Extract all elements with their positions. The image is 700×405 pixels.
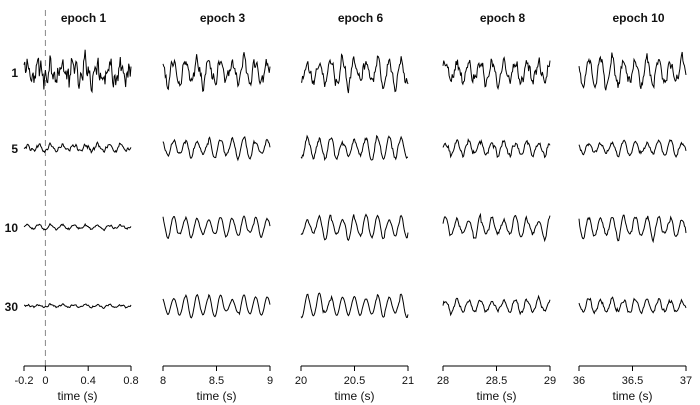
x-tick-label: 0.4 bbox=[81, 375, 96, 387]
x-axis-label-2: time (s) bbox=[197, 389, 237, 403]
trace-epoch-3-row-10 bbox=[162, 215, 271, 240]
x-tick-label: 20 bbox=[295, 375, 307, 387]
trace-epoch-3-row-30 bbox=[162, 293, 271, 319]
trace-epoch-8-row-5 bbox=[442, 137, 551, 159]
x-axes: -0.2 0 0.4 0.8 time (s) 8 8.5 9 time (s) 20 20.5 21… bbox=[15, 365, 692, 403]
x-tick-label: 21 bbox=[402, 375, 414, 387]
x-tick-label: 36.5 bbox=[622, 375, 643, 387]
trace-epoch-8-row-30 bbox=[442, 294, 551, 317]
x-tick-label: 36 bbox=[573, 375, 585, 387]
x-tick-label: 28.5 bbox=[486, 375, 507, 387]
x-axis-label-4: time (s) bbox=[477, 389, 517, 403]
panel-title-4: epoch 8 bbox=[480, 11, 526, 25]
trace-epoch-6-row-10 bbox=[300, 213, 409, 242]
trace-epoch-1-row-5 bbox=[23, 141, 132, 154]
panel-title-2: epoch 3 bbox=[200, 11, 246, 25]
x-tick-label: 0 bbox=[42, 375, 48, 387]
traces bbox=[23, 49, 687, 319]
x-tick-label: 28 bbox=[437, 375, 449, 387]
panel-title-1: epoch 1 bbox=[61, 11, 107, 25]
trace-epoch-10-row-10 bbox=[578, 214, 687, 244]
x-tick-label: 29 bbox=[544, 375, 556, 387]
row-label-5: 5 bbox=[11, 142, 18, 156]
trace-epoch-1-row-30 bbox=[23, 302, 132, 309]
x-axis-label-5: time (s) bbox=[613, 389, 653, 403]
panel-title-3: epoch 6 bbox=[338, 11, 384, 25]
x-axis-label-3: time (s) bbox=[335, 389, 375, 403]
x-tick-label: 37 bbox=[680, 375, 692, 387]
row-label-10: 10 bbox=[5, 221, 19, 235]
row-label-30: 30 bbox=[5, 300, 19, 314]
trace-epoch-8-row-1 bbox=[442, 56, 551, 91]
trace-epoch-3-row-5 bbox=[162, 136, 271, 162]
trace-epoch-1-row-1 bbox=[23, 49, 132, 94]
trace-epoch-3-row-1 bbox=[162, 52, 271, 93]
trace-epoch-6-row-5 bbox=[300, 134, 409, 162]
x-axis-label-1: time (s) bbox=[58, 389, 98, 403]
panel-titles: epoch 1 epoch 3 epoch 6 epoch 8 epoch 10 bbox=[61, 11, 665, 25]
trace-epoch-10-row-5 bbox=[578, 138, 687, 158]
trace-epoch-6-row-1 bbox=[300, 53, 409, 94]
x-tick-label: 0.8 bbox=[123, 375, 138, 387]
x-tick-label: -0.2 bbox=[15, 375, 34, 387]
trace-epoch-6-row-30 bbox=[300, 292, 409, 319]
x-tick-label: 8.5 bbox=[209, 375, 224, 387]
x-tick-label: 20.5 bbox=[344, 375, 365, 387]
row-labels: 1 5 10 30 bbox=[5, 66, 19, 314]
trace-epoch-10-row-1 bbox=[578, 51, 687, 91]
x-tick-label: 9 bbox=[267, 375, 273, 387]
trace-epoch-1-row-10 bbox=[23, 222, 132, 232]
trace-epoch-10-row-30 bbox=[578, 296, 687, 315]
x-tick-label: 8 bbox=[160, 375, 166, 387]
row-label-1: 1 bbox=[11, 66, 18, 80]
panel-title-5: epoch 10 bbox=[612, 11, 664, 25]
trace-epoch-8-row-10 bbox=[442, 212, 551, 243]
